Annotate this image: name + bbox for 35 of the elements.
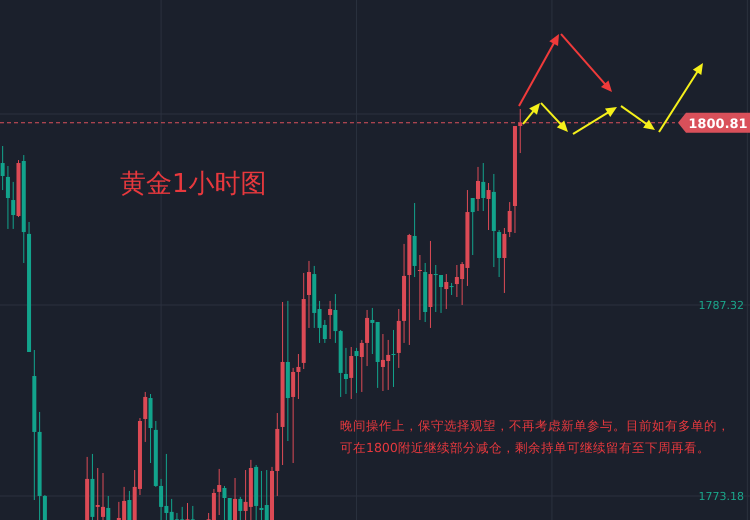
candlestick — [391, 329, 396, 388]
candlestick — [444, 274, 448, 310]
candlestick — [333, 294, 338, 344]
candlestick — [434, 264, 438, 312]
candlestick — [450, 282, 454, 296]
candlestick — [360, 339, 364, 392]
candlestick — [100, 472, 105, 520]
candlestick — [238, 496, 242, 520]
candlestick — [96, 468, 100, 520]
title: 黄金1小时图 — [120, 169, 267, 199]
candlestick — [217, 468, 222, 516]
candlestick — [106, 495, 110, 520]
candlestick — [481, 162, 486, 212]
candlestick — [306, 260, 311, 328]
candlestick — [349, 346, 354, 400]
candlestick — [344, 347, 348, 394]
candlestick — [6, 165, 10, 230]
candlestick — [222, 485, 226, 520]
candlestick — [354, 347, 359, 394]
candlestick — [228, 498, 232, 520]
candlestick — [470, 198, 475, 256]
candlestick — [476, 166, 480, 212]
candlestick — [127, 490, 132, 520]
annotation: 晚间操作上，保守选择观望，不再考虑新单参与。目前如有多单的，可在1800附近继续部分减仓，剩余持单可继续留有至下周再看。 — [340, 418, 730, 455]
candlestick — [508, 202, 512, 238]
candlestick — [518, 108, 522, 154]
candlestick — [486, 182, 491, 231]
candlestick — [0, 146, 5, 191]
candlestick — [439, 274, 444, 314]
candlestick — [233, 477, 238, 520]
candlestick — [328, 300, 332, 340]
candlestick — [296, 354, 300, 400]
candlestick — [143, 391, 148, 442]
candlestick — [11, 181, 16, 230]
candlestick — [418, 254, 422, 320]
